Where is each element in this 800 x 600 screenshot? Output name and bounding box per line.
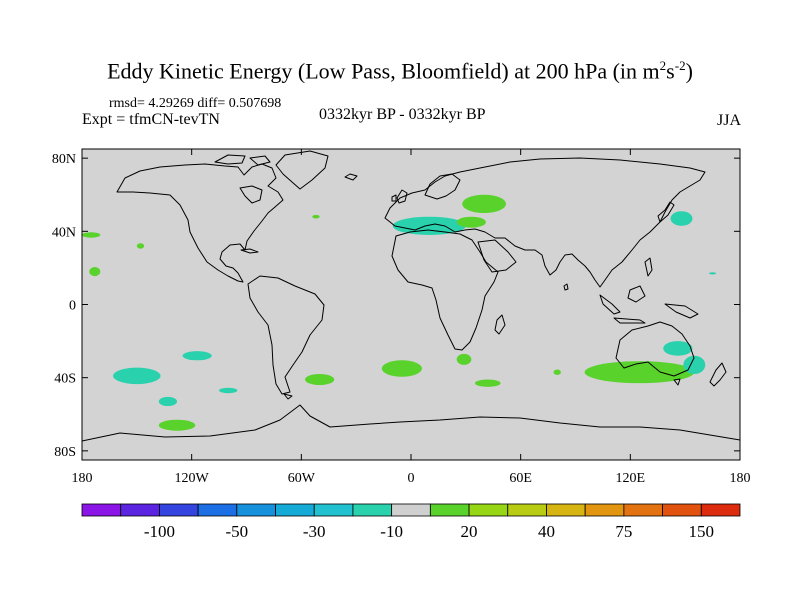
anomaly-region-13	[304, 374, 335, 385]
y-tick-label-2: 0	[69, 299, 76, 314]
colorbar-box-15	[662, 503, 702, 517]
colorbar-box-14	[623, 503, 663, 517]
anomaly-region-17	[553, 369, 561, 375]
x-tick-label-6: 180	[730, 471, 751, 486]
x-tick-label-3: 0	[408, 471, 415, 486]
y-tick-label-0: 80N	[52, 152, 76, 167]
y-tick-label-1: 40N	[52, 225, 76, 240]
anomaly-region-1	[392, 216, 466, 235]
colorbar-label-6: 75	[615, 522, 632, 541]
x-tick-label-1: 120W	[175, 471, 210, 486]
stats-label: rmsd= 4.29269 diff= 0.507698	[109, 96, 282, 111]
colorbar-box-9	[429, 503, 470, 517]
experiment-label: Expt = tfmCN-tevTN	[82, 111, 220, 128]
colorbar-box-10	[468, 503, 509, 517]
anomaly-region-2	[456, 216, 486, 228]
colorbar-box-0	[81, 503, 122, 517]
x-tick-label-0: 180	[72, 471, 93, 486]
anomaly-region-11	[158, 419, 196, 431]
colorbar-label-5: 40	[538, 522, 555, 541]
anomaly-region-0	[462, 194, 507, 214]
season-label: JJA	[716, 112, 741, 129]
colorbar-box-2	[159, 503, 199, 517]
anomaly-regions	[82, 194, 717, 431]
title-superscript-2: 2	[659, 58, 667, 73]
colorbar-label-3: -10	[380, 522, 403, 541]
title-text: Eddy Kinetic Energy (Low Pass, Bloomfiel…	[107, 58, 660, 84]
title-superscript-minus-2: -2	[674, 58, 686, 73]
x-tick-label-2: 60W	[288, 471, 316, 486]
period-label: 0332kyr BP - 0332kyr BP	[319, 106, 486, 123]
coastlines	[81, 150, 741, 442]
anomaly-region-14	[381, 360, 422, 377]
colorbar-box-12	[546, 503, 586, 517]
colorbar-box-1	[120, 503, 160, 517]
title-unit-s: s	[666, 58, 675, 84]
anomaly-region-8	[113, 367, 161, 385]
colorbar-box-13	[584, 503, 625, 517]
colorbar-label-4: 20	[461, 522, 478, 541]
anomaly-region-4	[82, 232, 101, 238]
colorbar-label-1: -50	[225, 522, 248, 541]
colorbar-box-4	[236, 503, 276, 517]
x-tick-label-5: 120E	[616, 471, 646, 486]
chart-title: Eddy Kinetic Energy (Low Pass, Bloomfiel…	[0, 58, 800, 84]
title-close-paren: )	[685, 58, 693, 84]
y-tick-label-4: 80S	[54, 445, 76, 460]
y-tick-label-3: 40S	[54, 372, 76, 387]
anomaly-region-9	[182, 351, 212, 361]
colorbar-box-7	[352, 503, 393, 517]
colorbar-box-11	[507, 503, 547, 517]
colorbar-box-3	[197, 503, 238, 517]
anomaly-region-7	[312, 214, 320, 219]
anomaly-region-15	[456, 353, 472, 365]
anomaly-region-18	[584, 361, 695, 384]
colorbar-label-0: -100	[144, 522, 175, 541]
colorbar-box-16	[700, 503, 741, 517]
anomaly-region-16	[474, 379, 501, 387]
colorbar-box-5	[275, 503, 315, 517]
anomaly-region-3	[670, 211, 693, 226]
anomaly-region-19	[663, 341, 693, 356]
colorbar-label-7: 150	[689, 522, 715, 541]
x-tick-label-4: 60E	[509, 471, 532, 486]
anomaly-region-5	[136, 243, 145, 249]
x-axis: 180 120W 60W 0 60E 120E 180	[72, 149, 751, 486]
colorbar-box-8	[391, 503, 431, 517]
anomaly-region-6	[89, 266, 101, 277]
y-axis: 80N 40N 0 40S 80S	[52, 152, 740, 460]
map-background	[82, 149, 740, 460]
colorbar-label-2: -30	[303, 522, 326, 541]
anomaly-region-21	[708, 272, 717, 275]
colorbar: -100 -50 -30 -10 20 40 75 150	[81, 503, 741, 541]
anomaly-region-10	[158, 396, 178, 407]
colorbar-box-6	[313, 503, 354, 517]
anomaly-region-12	[219, 387, 238, 394]
